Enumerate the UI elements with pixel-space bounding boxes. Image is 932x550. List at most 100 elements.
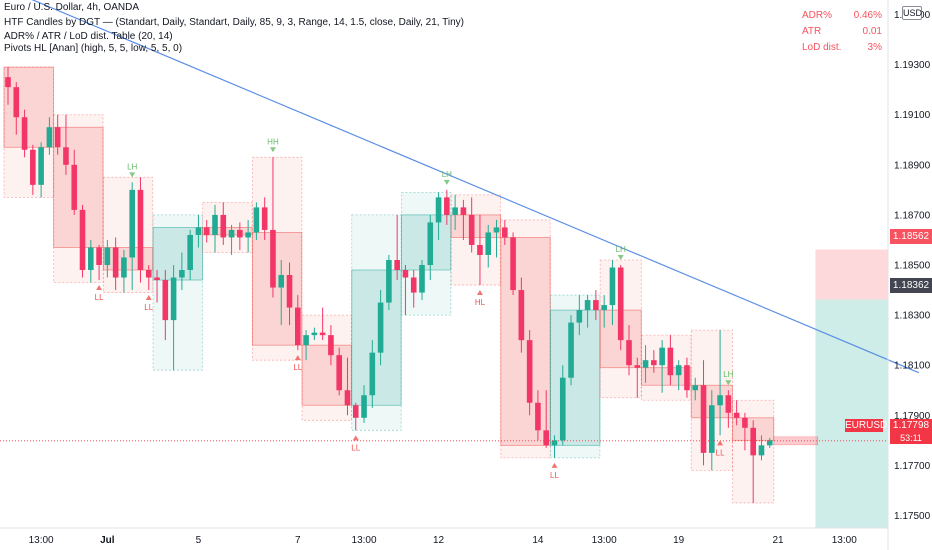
candle-body: [170, 277, 177, 321]
candle-body: [452, 207, 458, 215]
candle-body: [742, 417, 748, 428]
y-tick-label: 1.19300: [894, 60, 931, 71]
candle-body: [112, 247, 119, 278]
pivot-low-marker: [717, 440, 724, 446]
htf-candle-wick-box: [500, 219, 551, 459]
htf-candle-body: [202, 227, 253, 236]
htf-candle-wick-box: [53, 114, 104, 283]
y-tick-label: 1.17500: [894, 511, 931, 522]
candle-body: [394, 259, 400, 271]
candle-body: [601, 305, 607, 311]
candle-body: [377, 302, 384, 353]
candle-body: [5, 77, 11, 88]
candle-body: [617, 267, 624, 341]
x-tick-label: 13:00: [29, 535, 54, 546]
htf-candle-body: [251, 232, 303, 346]
y-tick-label: 1.17700: [894, 461, 931, 472]
stat-value: 0.46%: [853, 10, 882, 21]
candle-body: [352, 405, 359, 418]
candle-body: [46, 127, 53, 148]
y-tick-label: 1.18900: [894, 160, 931, 171]
y-tick-label: 1.17900: [894, 411, 931, 422]
candle-body: [535, 402, 541, 431]
y-tick-label: 1.18500: [894, 261, 931, 272]
candle-body: [137, 189, 144, 271]
stat-label: ADR%: [802, 10, 833, 21]
candle-body: [559, 377, 566, 441]
pivot-low-label: LL: [144, 303, 153, 312]
pivot-low-marker: [145, 295, 152, 301]
currency-badge[interactable]: USD: [902, 6, 923, 20]
candle-body: [104, 247, 111, 265]
candle-body: [278, 275, 285, 288]
bar-countdown-tag: 53:11: [890, 432, 932, 444]
x-tick-label: 19: [673, 535, 685, 546]
symbol-tag: EURUSD: [845, 419, 888, 432]
pivot-high-marker: [617, 255, 624, 260]
candle-body: [766, 440, 773, 446]
htf-candle-body: [450, 214, 501, 238]
candle-body: [435, 197, 442, 223]
htf-candle-wick-box: [401, 191, 452, 316]
htf-candle-body: [102, 247, 154, 271]
stop-price-tag: 1.18562: [890, 229, 932, 244]
htf-candle-wick-box: [301, 314, 352, 421]
candle-body: [311, 332, 318, 336]
candle-body: [54, 127, 61, 148]
y-tick-label: 1.19100: [894, 110, 931, 121]
candle-body: [700, 385, 707, 453]
candle-body: [642, 360, 649, 368]
position-stop-zone: [815, 249, 888, 300]
candle-body: [195, 227, 202, 235]
x-tick-label: Jul: [100, 535, 115, 546]
htf-candle-body: [401, 214, 452, 271]
htf-candle-body: [3, 66, 54, 148]
indicator-htf-candles[interactable]: HTF Candles by DGT — (Standart, Daily, S…: [4, 17, 465, 28]
stat-label: ATR: [802, 26, 822, 37]
candle-body: [593, 300, 599, 311]
candle-body: [502, 227, 508, 238]
candle-body: [154, 277, 160, 281]
x-tick-label: 13:00: [352, 535, 377, 546]
pivot-low-label: LL: [95, 293, 104, 302]
candle-body: [179, 270, 185, 278]
stat-label: LoD dist.: [802, 42, 842, 53]
candle-body: [129, 189, 135, 258]
candle-body: [162, 280, 169, 321]
candle-body: [203, 227, 210, 235]
candle-body: [427, 222, 434, 265]
htf-candle-wick-box: [3, 66, 54, 198]
candle-body: [675, 365, 682, 376]
htf-candle-body: [301, 344, 352, 406]
candle-body: [220, 214, 227, 238]
candle-body: [96, 247, 102, 265]
candle-body: [344, 390, 351, 406]
pivot-high-marker: [443, 179, 450, 185]
candle-body: [402, 270, 409, 278]
candle-body: [79, 209, 86, 271]
candle-body: [518, 290, 525, 341]
candle-body: [626, 340, 632, 366]
pivot-low-marker: [96, 285, 103, 291]
indicator-adr-table[interactable]: ADR% / ATR / LoD dist. Table (20, 14): [4, 31, 173, 42]
candle-body: [270, 229, 276, 288]
candle-body: [485, 232, 492, 255]
entry-price-tag: 1.18362: [890, 278, 932, 293]
candle-body: [212, 214, 218, 235]
candle-body: [609, 267, 616, 306]
candle-body: [667, 347, 674, 376]
htf-candle-wick-box: [102, 176, 154, 293]
candle-body: [319, 332, 326, 336]
candle-body: [245, 232, 251, 238]
x-tick-label: 13:00: [592, 535, 617, 546]
stat-value: 3%: [867, 42, 882, 53]
candle-body: [510, 237, 516, 291]
candle-body: [261, 207, 268, 230]
candle-body: [253, 207, 260, 233]
htf-candle-wick-box: [450, 194, 501, 286]
x-tick-label: 7: [295, 535, 301, 546]
indicator-pivots[interactable]: Pivots HL [Anan] (high, 5, 5, low, 5, 5,…: [4, 43, 183, 54]
candle-body: [419, 265, 425, 293]
htf-candle-body: [500, 237, 551, 446]
